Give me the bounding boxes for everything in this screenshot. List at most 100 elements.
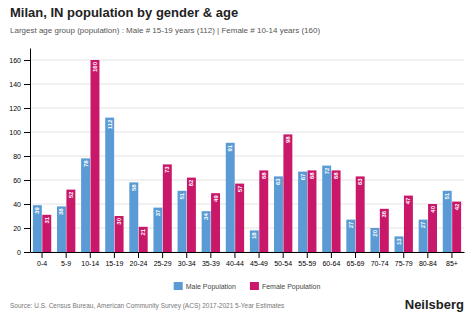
bar xyxy=(332,170,341,252)
x-tick: 50-54 xyxy=(274,252,292,267)
y-tick-label: 140 xyxy=(9,81,21,88)
bar xyxy=(419,220,428,252)
x-tick-mark xyxy=(90,252,91,258)
data-label: 68 xyxy=(261,172,267,179)
x-tick-label: 40-44 xyxy=(226,260,244,267)
x-tick-mark xyxy=(66,252,67,258)
data-label: 63 xyxy=(275,178,281,185)
bar xyxy=(211,193,220,252)
x-tick-mark xyxy=(451,252,452,258)
y-axis: 020406080100120140160 xyxy=(9,49,30,256)
data-label: 20 xyxy=(372,229,378,236)
data-label: 49 xyxy=(213,195,219,202)
bar xyxy=(66,190,75,252)
data-label: 21 xyxy=(140,228,146,235)
x-tick-label: 10-14 xyxy=(81,260,99,267)
bar xyxy=(308,170,317,252)
bars xyxy=(33,60,461,252)
x-tick-label: 25-29 xyxy=(154,260,172,267)
data-label: 68 xyxy=(309,172,315,179)
x-tick: 25-29 xyxy=(154,252,172,267)
y-tick: 80 xyxy=(13,153,30,160)
chart: Milan, IN population by gender & ageLarg… xyxy=(0,0,474,316)
bar xyxy=(153,208,162,252)
x-tick: 60-64 xyxy=(322,252,340,267)
bar xyxy=(42,215,51,252)
bar xyxy=(283,134,292,252)
x-tick: 70-74 xyxy=(371,252,389,267)
x-tick-mark xyxy=(42,252,43,258)
x-tick-mark xyxy=(186,252,187,258)
bar xyxy=(322,166,331,252)
y-tick-mark xyxy=(24,180,30,181)
bar xyxy=(33,205,42,252)
legend-label: Male Population xyxy=(186,283,236,291)
bar xyxy=(370,228,379,252)
y-tick-label: 120 xyxy=(9,105,21,112)
data-label: 18 xyxy=(251,232,257,239)
data-label: 63 xyxy=(357,178,363,185)
title: Milan, IN population by gender & age xyxy=(10,5,238,20)
x-tick: 15-19 xyxy=(105,252,123,267)
x-tick-mark xyxy=(331,252,332,258)
plot: 0204060801001201401600-45-910-1415-1920-… xyxy=(9,49,464,267)
y-tick: 160 xyxy=(9,57,30,64)
x-tick-mark xyxy=(403,252,404,258)
x-tick-label: 45-49 xyxy=(250,260,268,267)
x-tick-mark xyxy=(355,252,356,258)
x-tick: 30-34 xyxy=(178,252,196,267)
data-label: 112 xyxy=(107,119,113,129)
data-label: 30 xyxy=(116,217,122,224)
data-label: 27 xyxy=(420,221,426,228)
y-tick-mark xyxy=(24,132,30,133)
data-label: 38 xyxy=(58,208,64,215)
data-label: 36 xyxy=(381,210,387,217)
y-tick-label: 80 xyxy=(13,153,21,160)
bar xyxy=(226,143,235,252)
bar xyxy=(404,196,413,252)
data-label: 62 xyxy=(188,179,194,186)
data-label: 40 xyxy=(430,205,436,212)
bar xyxy=(356,176,365,252)
grid xyxy=(30,60,464,252)
bar xyxy=(57,206,66,252)
bar xyxy=(452,202,461,252)
bar xyxy=(187,178,196,252)
y-tick: 60 xyxy=(13,177,30,184)
data-label: 160 xyxy=(92,61,98,72)
bar xyxy=(81,158,90,252)
y-tick-mark xyxy=(24,252,30,253)
y-tick: 140 xyxy=(9,81,30,88)
x-tick-label: 55-59 xyxy=(298,260,316,267)
y-tick-mark xyxy=(24,156,30,157)
x-tick: 0-4 xyxy=(37,252,47,267)
legend-swatch xyxy=(174,282,183,290)
bar xyxy=(91,60,100,252)
x-tick-label: 20-24 xyxy=(130,260,148,267)
bar xyxy=(178,191,187,252)
data-label: 52 xyxy=(68,191,74,198)
x-tick: 5-9 xyxy=(61,252,71,267)
y-tick: 40 xyxy=(13,201,30,208)
y-tick-label: 0 xyxy=(17,249,21,256)
data-label: 39 xyxy=(34,207,40,214)
x-tick-mark xyxy=(427,252,428,258)
y-tick-label: 160 xyxy=(9,57,21,64)
x-tick-label: 75-79 xyxy=(395,260,413,267)
x-tick-mark xyxy=(114,252,115,258)
data-label: 31 xyxy=(44,216,50,223)
data-label: 37 xyxy=(155,209,161,216)
bar xyxy=(115,216,124,252)
bar xyxy=(428,204,437,252)
x-tick-label: 80-84 xyxy=(419,260,437,267)
x-tick: 40-44 xyxy=(226,252,244,267)
bar xyxy=(235,184,244,252)
bar xyxy=(202,211,211,252)
y-tick-mark xyxy=(24,108,30,109)
data-label: 34 xyxy=(203,213,209,220)
bar xyxy=(298,172,307,252)
x-tick: 45-49 xyxy=(250,252,268,267)
legend-swatch xyxy=(250,282,259,290)
x-tick-label: 0-4 xyxy=(37,260,47,267)
x-tick-label: 85+ xyxy=(446,260,458,267)
